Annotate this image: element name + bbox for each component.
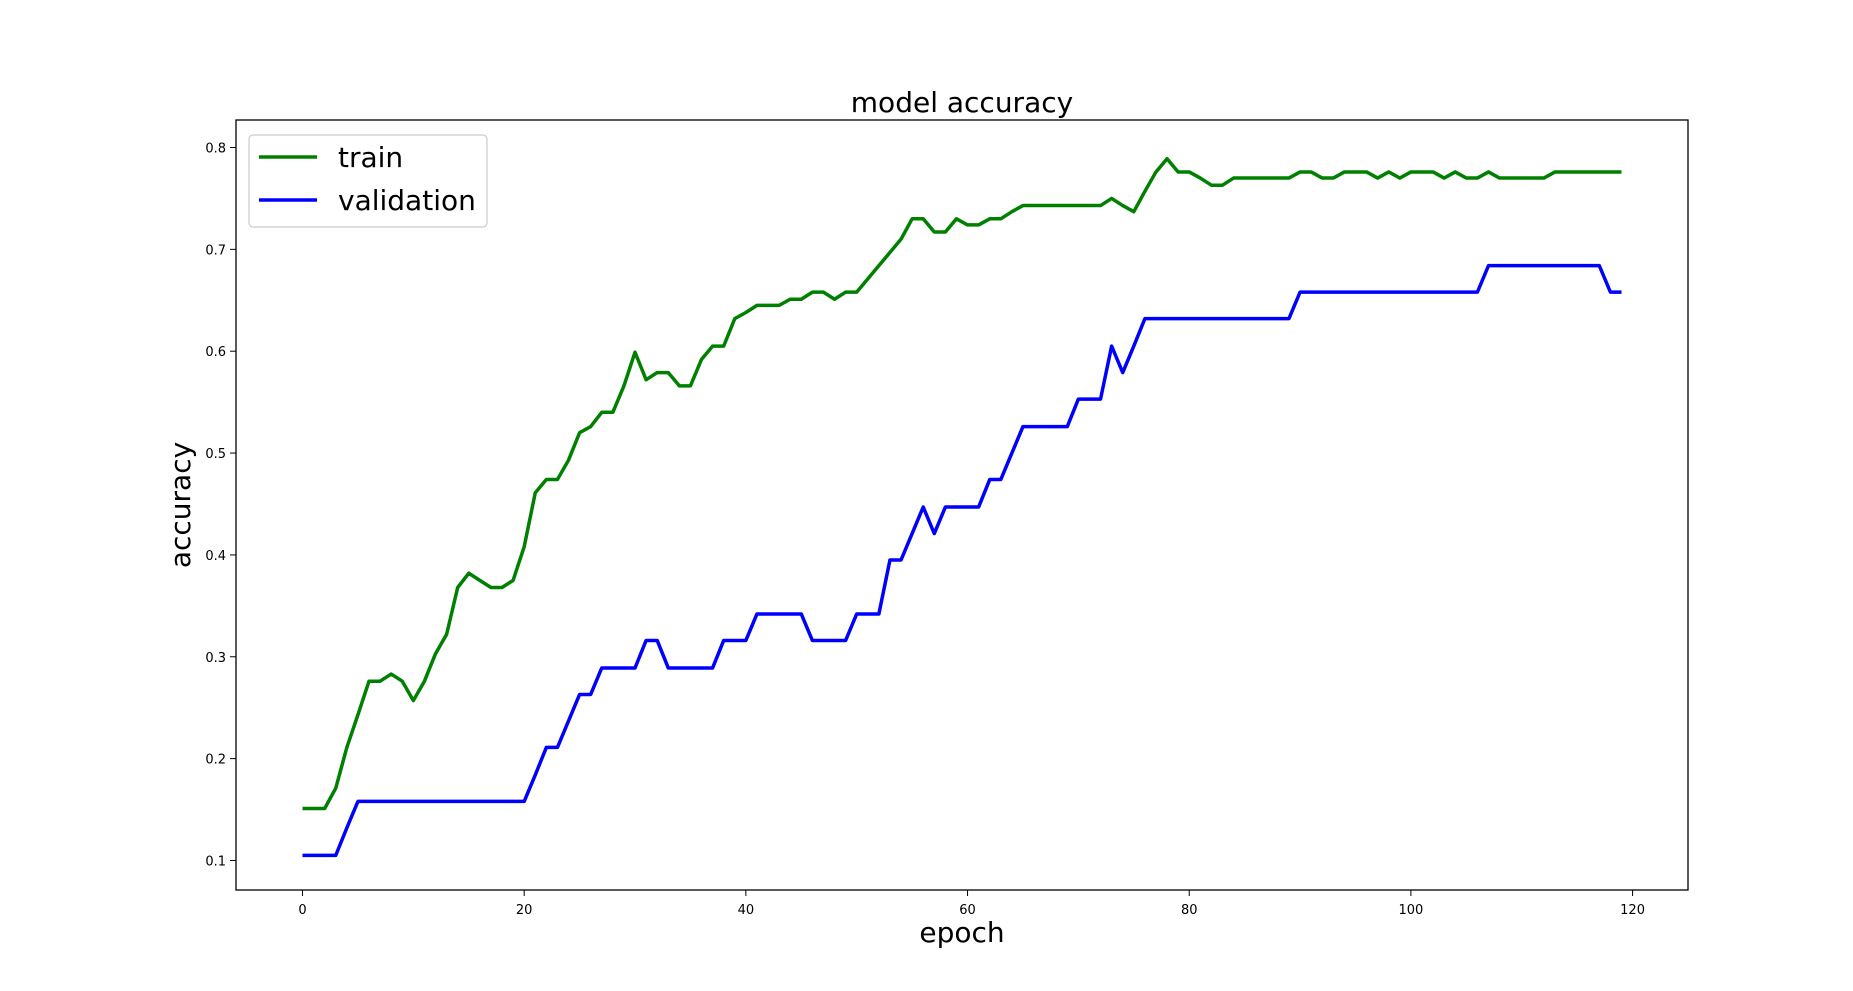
x-tick-label: 100 xyxy=(1398,903,1423,918)
x-tick-label: 0 xyxy=(298,903,306,918)
x-axis: 0 20 40 60 80 100 120 xyxy=(298,890,1645,918)
x-tick-label: 80 xyxy=(1181,903,1198,918)
x-axis-label: epoch xyxy=(919,916,1004,949)
series-line-validation xyxy=(302,263,1622,858)
legend-label-validation: validation xyxy=(338,184,476,217)
y-tick-label: 0.4 xyxy=(205,549,226,564)
y-tick-label: 0.3 xyxy=(205,651,226,666)
x-tick-label: 60 xyxy=(959,903,976,918)
y-axis-label: accuracy xyxy=(164,442,197,568)
plot-frame xyxy=(235,119,1689,891)
y-tick-label: 0.8 xyxy=(205,142,226,157)
y-tick-label: 0.1 xyxy=(205,854,226,869)
legend-label-train: train xyxy=(338,141,403,174)
y-tick-label: 0.5 xyxy=(205,447,226,462)
x-tick-label: 120 xyxy=(1620,903,1645,918)
x-tick-label: 20 xyxy=(516,903,533,918)
chart-title: model accuracy xyxy=(851,86,1073,119)
plot-area xyxy=(302,156,1622,858)
y-tick-label: 0.7 xyxy=(205,243,226,258)
x-tick-label: 40 xyxy=(738,903,755,918)
y-tick-label: 0.6 xyxy=(205,345,226,360)
legend: train validation xyxy=(248,134,488,228)
series-line-train xyxy=(302,156,1622,811)
y-axis: 0.1 0.2 0.3 0.4 0.5 0.6 0.7 0.8 xyxy=(205,142,236,869)
y-tick-label: 0.2 xyxy=(205,753,226,768)
